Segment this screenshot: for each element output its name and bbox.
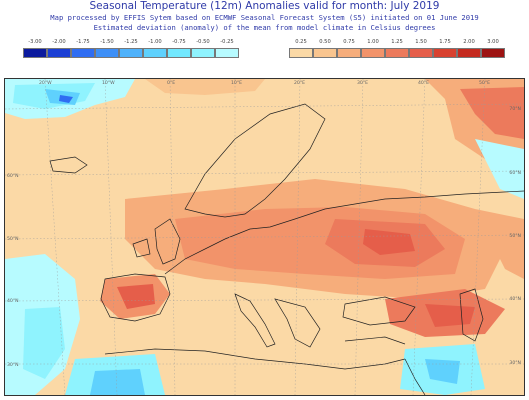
anomaly-map: 20°W 10°W 0°E 10°E 20°E 30°E 40°E 50°E 7… xyxy=(4,78,525,396)
legend-pos-swatch xyxy=(433,48,457,58)
legend-pos-swatch xyxy=(457,48,481,58)
legend-neg-swatch xyxy=(71,48,95,58)
legend-pos-item: 0.75 xyxy=(337,39,361,58)
legend-pos-label: 3.00 xyxy=(487,39,499,45)
map-title: Seasonal Temperature (12m) Anomalies val… xyxy=(89,0,440,12)
legend-pos-swatch xyxy=(385,48,409,58)
legend-neg-item: -0.25 xyxy=(215,39,239,58)
legend-pos-swatch xyxy=(313,48,337,58)
map-subtitle-processing: Map processed by EFFIS Sytem based on EC… xyxy=(50,13,479,22)
legend-pos-swatch xyxy=(361,48,385,58)
legend-pos-item: 1.75 xyxy=(433,39,457,58)
legend-neg-label: -3.00 xyxy=(28,39,42,45)
legend-neg-item: -0.75 xyxy=(167,39,191,58)
legend-neg-swatch xyxy=(47,48,71,58)
legend-neg-label: -1.00 xyxy=(148,39,162,45)
legend-pos-item: 1.00 xyxy=(361,39,385,58)
legend-neg-label: -1.50 xyxy=(100,39,114,45)
legend-pos-item: 2.00 xyxy=(457,39,481,58)
legend-pos-swatch xyxy=(337,48,361,58)
lon-label-20w: 20°W xyxy=(39,81,52,86)
warm-anomaly-northeast-core xyxy=(460,87,524,139)
legend-neg-item: -2.00 xyxy=(47,39,71,58)
legend-pos-item: 0.25 xyxy=(289,39,313,58)
legend-pos-label: 1.50 xyxy=(415,39,427,45)
legend-neg-label: -0.50 xyxy=(196,39,210,45)
legend-neg-item: -1.50 xyxy=(95,39,119,58)
anomaly-map-canvas xyxy=(5,79,524,395)
legend-pos-label: 1.25 xyxy=(391,39,403,45)
legend-neg-item: -1.75 xyxy=(71,39,95,58)
warm-anomaly-east-edge xyxy=(475,209,524,279)
lat-label-60n: 60°N xyxy=(509,171,521,176)
legend-negative: -3.00 -2.00 -1.75 -1.50 -1.25 -1.00 -0.75 -0.50… xyxy=(23,39,239,58)
lat-label-30n: 30°N xyxy=(509,361,521,366)
cool-patch-east xyxy=(475,139,524,199)
lat-label-left-40n: 40°N xyxy=(7,299,19,304)
legend-neg-label: -1.75 xyxy=(76,39,90,45)
graticule xyxy=(5,79,524,395)
cool-anomaly-north-africa-core xyxy=(90,369,145,395)
cool-anomaly-west-atlantic-core xyxy=(23,307,65,379)
legend-pos-swatch xyxy=(481,48,505,58)
lon-label-10e: 10°E xyxy=(231,81,243,86)
legend-neg-label: -1.25 xyxy=(124,39,138,45)
legend-neg-swatch xyxy=(191,48,215,58)
legend-neg-item: -1.00 xyxy=(143,39,167,58)
lon-label-40e: 40°E xyxy=(418,81,430,86)
lat-label-40n: 40°N xyxy=(509,297,521,302)
lon-label-0e: 0°E xyxy=(167,81,176,86)
legend-neg-swatch xyxy=(215,48,239,58)
warm-anomaly-iberia-core xyxy=(117,284,155,309)
legend-pos-label: 2.00 xyxy=(463,39,475,45)
legend-pos-label: 1.75 xyxy=(439,39,451,45)
legend-neg-item: -0.50 xyxy=(191,39,215,58)
legend-pos-item: 0.50 xyxy=(313,39,337,58)
legend-pos-item: 1.25 xyxy=(385,39,409,58)
legend-pos-label: 1.00 xyxy=(367,39,379,45)
legend-pos-swatch xyxy=(289,48,313,58)
legend-pos-label: 0.25 xyxy=(295,39,307,45)
legend-neg-label: -0.25 xyxy=(220,39,234,45)
legend-pos-swatch xyxy=(409,48,433,58)
legend-pos-item: 1.50 xyxy=(409,39,433,58)
legend-neg-swatch xyxy=(23,48,47,58)
legend-pos-item: 3.00 xyxy=(481,39,505,58)
legend-neg-swatch xyxy=(167,48,191,58)
cool-anomaly-peak-north xyxy=(59,95,73,103)
legend-neg-swatch xyxy=(95,48,119,58)
map-subtitle-units: Estimated deviation (anomaly) of the mea… xyxy=(93,23,436,32)
lon-label-10w: 10°W xyxy=(102,81,115,86)
legend-neg-item: -3.00 xyxy=(23,39,47,58)
legend-neg-swatch xyxy=(143,48,167,58)
lat-label-left-50n: 50°N xyxy=(7,237,19,242)
legend-pos-label: 0.50 xyxy=(319,39,331,45)
legend-neg-label: -0.75 xyxy=(172,39,186,45)
legend-pos-label: 0.75 xyxy=(343,39,355,45)
legend-neg-swatch xyxy=(119,48,143,58)
legend-positive: 0.25 0.50 0.75 1.00 1.25 1.50 1.75 2.00 3.00 xyxy=(289,39,505,58)
lon-label-30e: 30°E xyxy=(357,81,369,86)
lat-label-50n: 50°N xyxy=(509,234,521,239)
lat-label-left-60n: 60°N xyxy=(7,174,19,179)
warm-anomaly-russia-peak xyxy=(363,229,415,255)
warm-anomaly-caucasus-core xyxy=(425,304,475,327)
legend-neg-item: -1.25 xyxy=(119,39,143,58)
lat-label-left-30n: 30°N xyxy=(7,363,19,368)
lon-label-20e: 20°E xyxy=(294,81,306,86)
lon-label-50e: 50°E xyxy=(479,81,491,86)
legend-neg-label: -2.00 xyxy=(52,39,66,45)
lat-label-70n: 70°N xyxy=(509,107,521,112)
cool-anomaly-middle-east-core xyxy=(425,359,460,384)
